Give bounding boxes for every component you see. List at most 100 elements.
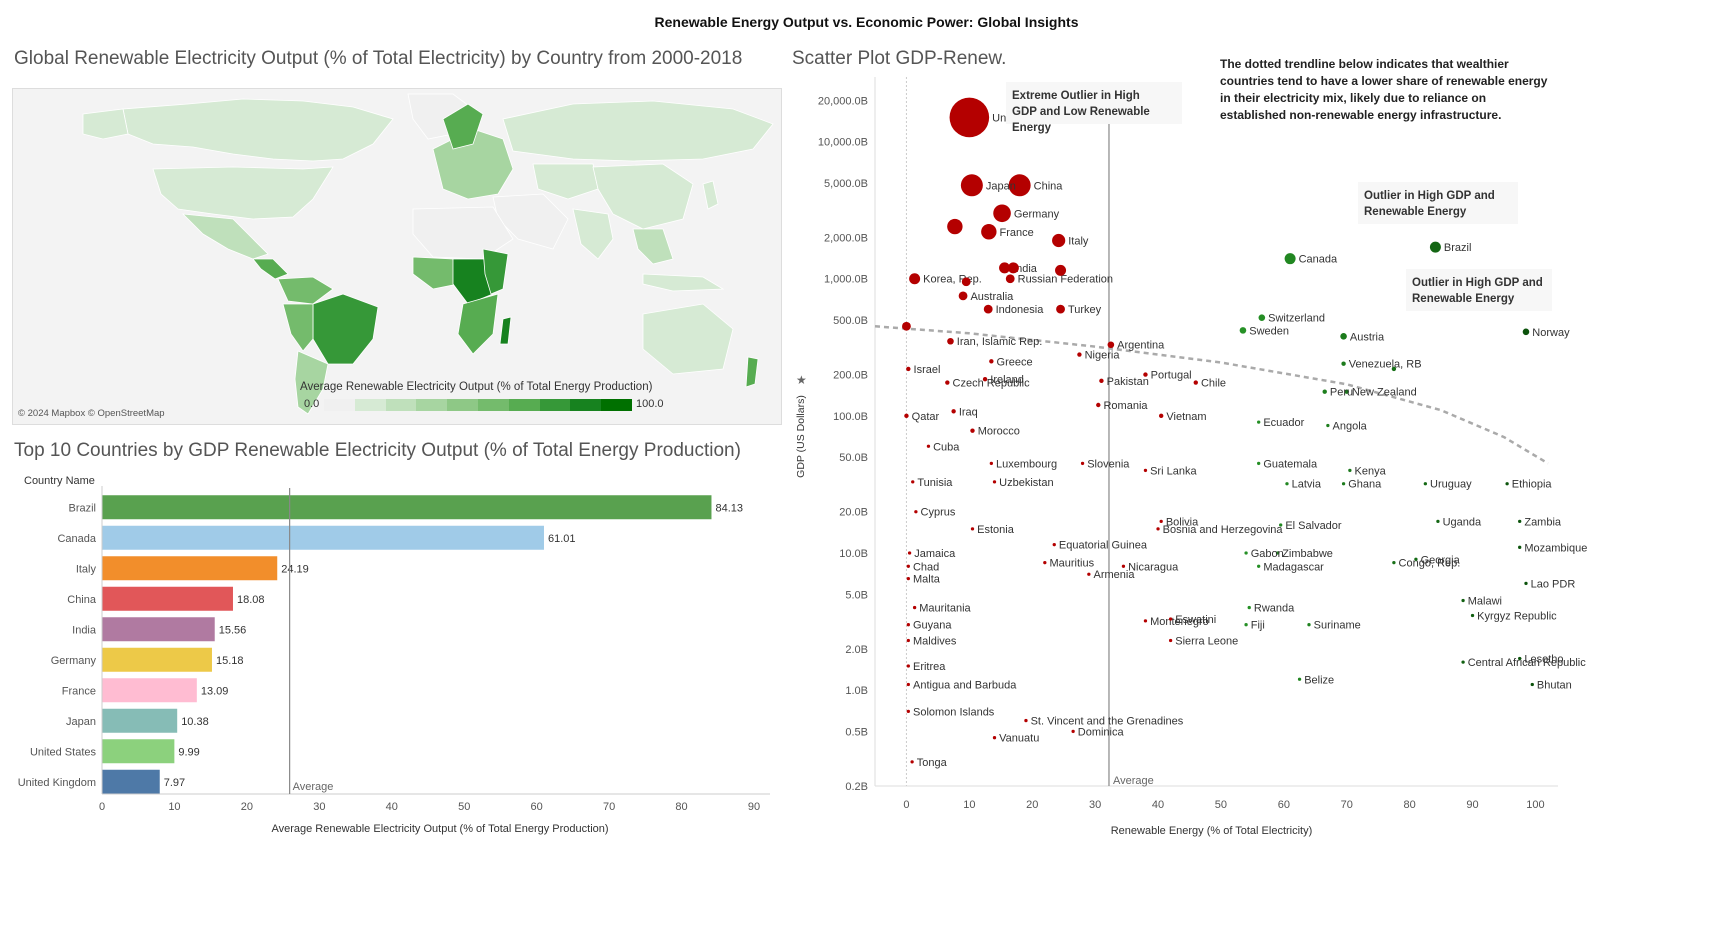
scatter-point-label: Eswatini [1175,614,1216,626]
scatter-y-tick: 50.0B [839,452,868,464]
bar-category-label: Brazil [68,502,96,514]
bar-chart[interactable]: Country Name Brazil 84.13 Canada 61.01 Italy 2… [0,462,785,842]
scatter-point-label: Iraq [959,406,978,418]
scatter-x-tick: 80 [1404,799,1416,811]
bar-germany [102,647,212,672]
scatter-point [1344,389,1349,394]
map-region-central-america [252,258,289,280]
scatter-point-label: Sierra Leone [1175,636,1238,648]
scatter-point-label: Korea, Rep. [923,274,982,286]
map-region-brazil [312,293,379,365]
scatter-point-label: Germany [1014,208,1060,220]
bar-row-header: Country Name [24,475,95,487]
scatter-point [1285,482,1289,486]
scatter-point [906,577,910,581]
scatter-point [992,736,997,740]
scatter-point-label: Armenia [1094,569,1136,581]
annotation-us-text: GDP and Low Renewable [1012,106,1150,118]
scatter-point [1055,264,1067,276]
scatter-point [926,444,931,448]
scatter-point-label: Central African Republic [1468,657,1587,669]
map-region-australia [642,303,734,375]
scatter-point-label: Italy [1068,235,1089,247]
scatter-point [1429,241,1441,253]
scatter-y-tick: 2,000.0B [824,232,868,244]
scatter-x-tick: 20 [1026,799,1038,811]
scatter-point [1052,543,1056,547]
scatter-point [907,551,912,555]
scatter-point-label: St. Vincent and the Grenadines [1031,716,1184,728]
scatter-point [1257,461,1261,466]
map-legend-swatch [324,399,355,411]
scatter-point-label: El Salvador [1285,520,1342,532]
map-region-indonesia [642,273,725,292]
scatter-point [1257,564,1261,568]
trendline-note: The dotted trendline below indicates tha… [1220,57,1548,122]
bar-united-states [102,739,175,764]
scatter-point [906,664,910,668]
scatter-point [1244,623,1248,627]
scatter-x-axis-title: Renewable Energy (% of Total Electricity… [1111,825,1313,837]
scatter-point-label: Portugal [1151,370,1192,382]
scatter-point [1052,233,1066,248]
scatter-point-label: Turkey [1068,304,1102,316]
bar-x-tick: 60 [531,801,543,813]
scatter-point [1008,174,1031,197]
scatter-x-tick: 0 [903,799,909,811]
map-region-mexico [181,213,269,260]
scatter-point [989,461,994,466]
scatter-point-label: Malta [913,574,941,586]
bar-category-label: Japan [66,716,96,728]
scatter-point-label: Latvia [1292,479,1322,491]
map-legend-title: Average Renewable Electricity Output (% … [300,381,653,393]
map-legend-swatch [447,399,478,411]
world-map-canvas [13,89,781,424]
scatter-x-tick: 70 [1341,799,1353,811]
scatter-point-label: Uzbekistan [999,477,1053,489]
scatter-y-tick: 10,000.0B [818,137,868,149]
scatter-point-label: Gabon [1251,548,1284,560]
scatter-point-label: Czech Republic [953,378,1031,390]
scatter-point [999,262,1011,274]
scatter-point [1007,262,1019,274]
bar-value-label: 84.13 [715,502,743,514]
scatter-y-tick: 200.0B [833,370,868,382]
scatter-point-label: Chad [913,561,939,573]
world-map[interactable] [12,88,782,425]
scatter-point [983,304,993,314]
scatter-point-label: Peru [1330,387,1353,399]
map-title: Global Renewable Electricity Output (% o… [14,48,743,69]
bar-x-tick: 0 [99,801,105,813]
scatter-point-label: Qatar [912,411,940,423]
scatter-point-label: Bolivia [1166,516,1199,528]
annotation-us-box [1006,82,1182,124]
scatter-point-label: Angola [1333,421,1368,433]
map-region-new-zealand [745,356,759,388]
scatter-point-label: Bhutan [1537,679,1572,691]
scatter-point [906,682,910,687]
map-region-colombia-venezuela [277,276,334,305]
annotation-norway-box [1406,269,1552,311]
scatter-point [1159,519,1163,524]
map-legend-swatch [478,399,509,411]
scatter-point [1414,557,1418,561]
map-region-west-africa [412,256,459,290]
scatter-x-tick: 90 [1466,799,1478,811]
scatter-point [1024,718,1028,723]
scatter-point [1348,468,1352,473]
scatter-point-label: Antigua and Barbuda [913,679,1017,691]
map-region-japan [702,180,719,210]
bar-category-label: United States [30,746,97,758]
scatter-point [1121,564,1126,568]
map-region-alaska [82,108,129,140]
scatter-y-axis-title: GDP (US Dollars) [795,395,807,478]
bar-value-label: 61.01 [548,533,576,545]
scatter-y-tick: 5.0B [845,589,868,601]
scatter-point [914,510,918,514]
scatter-point [1143,372,1148,377]
scatter-point-label: Venezuela, RB [1349,359,1422,371]
scatter-point-label: Austria [1350,331,1385,343]
scatter-plot[interactable]: 0.2B 0.5B 1.0B 2.0B 5.0B 10.0B 20.0B 50.0B 100.0… [790,70,1733,844]
scatter-y-tick: 500.0B [833,315,868,327]
bar-united-kingdom [102,769,160,794]
